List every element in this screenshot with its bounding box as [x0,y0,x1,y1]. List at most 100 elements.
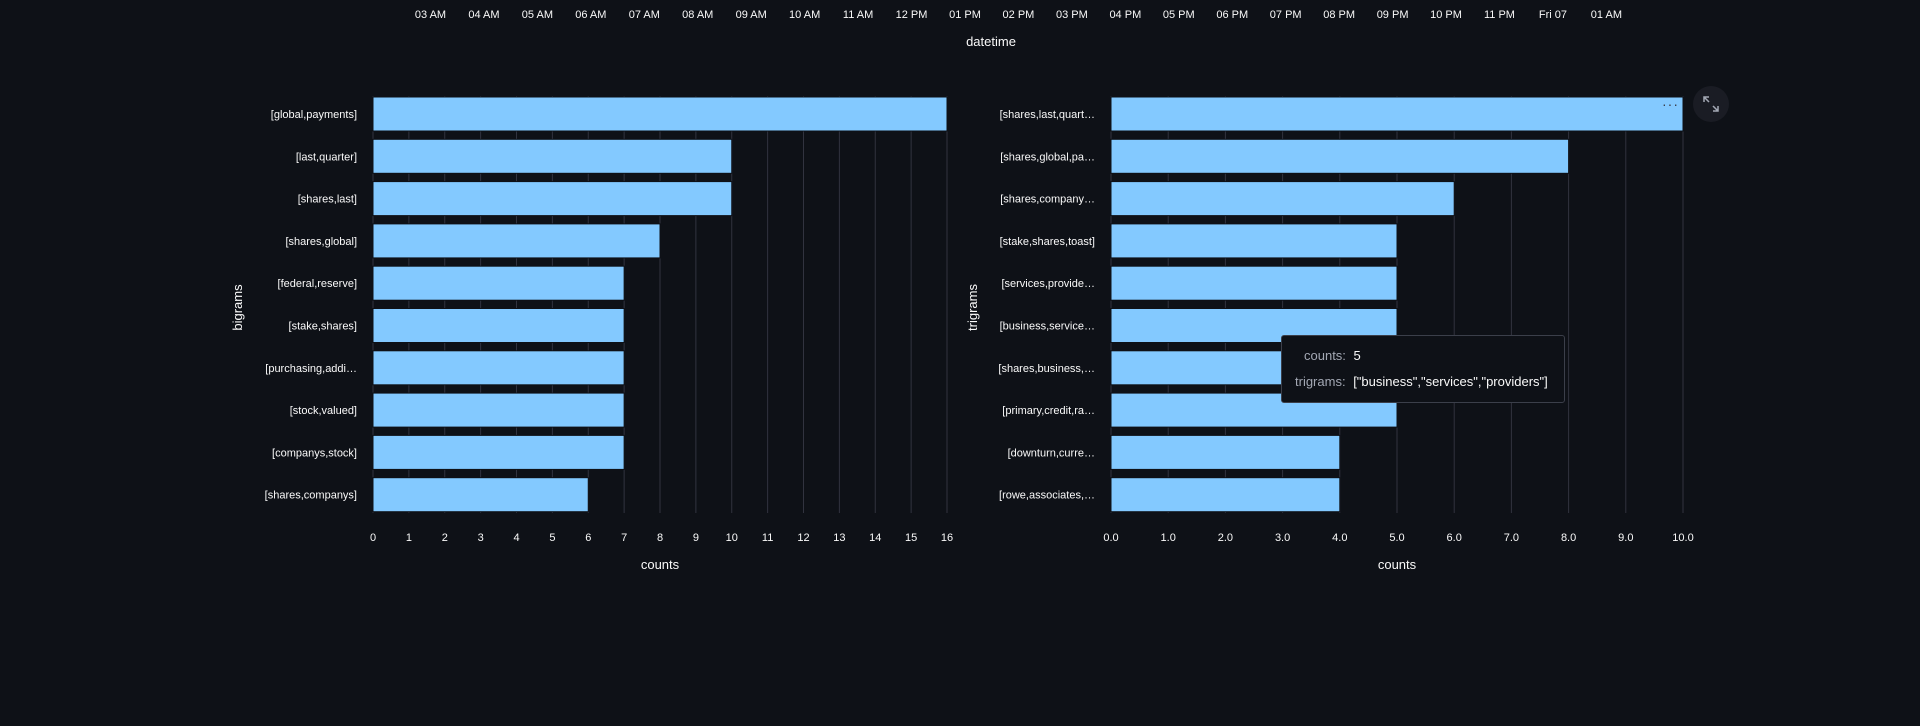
timeline-tick-label: 05 PM [1163,9,1195,21]
timeline-tick-label: 07 PM [1270,9,1302,21]
bar[interactable] [372,138,733,174]
timeline-tick-label: 09 AM [736,9,767,21]
category-label: [shares,last] [298,194,357,206]
trigrams-chart: [shares,last,quart… [shares,global,pa… [sh… [965,96,1694,572]
x-tick-label: 15 [905,532,917,544]
x-tick-label: 0.0 [1103,532,1118,544]
timeline-tick-label: 06 AM [575,9,606,21]
bar[interactable] [372,223,661,259]
x-tick-label: 4 [513,532,519,544]
x-tick-label: 3 [478,532,484,544]
bar[interactable] [372,434,625,470]
category-label: [primary,credit,ra… [1002,405,1095,417]
x-tick-label: 12 [797,532,809,544]
more-options-icon[interactable]: ··· [1662,96,1679,112]
bar[interactable] [372,477,589,513]
expand-icon [1703,96,1719,112]
x-tick-label: 0 [370,532,376,544]
timeline-tick-label: Fri 07 [1539,9,1567,21]
category-label: [shares,company… [1000,194,1095,206]
category-label: [global,payments] [271,109,357,121]
category-label: [purchasing,addi… [265,363,357,375]
bar[interactable] [372,181,733,217]
category-label: [shares,global,pa… [1000,151,1095,163]
bar[interactable] [1110,96,1684,132]
x-tick-label: 2.0 [1218,532,1233,544]
bar[interactable] [372,96,948,132]
timeline-tick-label: 04 AM [468,9,499,21]
timeline-axis: 03 AM 04 AM 05 AM 06 AM 07 AM 08 AM 09 AM 10 AM… [415,9,1622,49]
timeline-tick-label: 12 PM [896,9,928,21]
timeline-tick-label: 11 AM [843,9,873,21]
bar[interactable] [1110,477,1341,513]
x-tick-label: 1.0 [1161,532,1176,544]
timeline-axis-title: datetime [966,34,1016,49]
timeline-tick-label: 01 AM [1591,9,1622,21]
category-label: [federal,reserve] [278,278,357,290]
bar[interactable] [1110,265,1398,301]
tooltip-trigrams-key: trigrams: [1295,374,1346,389]
timeline-tick-label: 02 PM [1003,9,1035,21]
x-axis-title: counts [641,557,680,572]
bar[interactable] [372,308,625,343]
timeline-tick-label: 03 PM [1056,9,1088,21]
x-tick-label: 11 [762,532,773,544]
x-tick-label: 16 [941,532,953,544]
bar[interactable] [372,392,625,428]
category-label: [shares,global] [285,236,357,248]
x-tick-label: 4.0 [1332,532,1347,544]
x-tick-label: 10 [726,532,738,544]
timeline-tick-label: 11 PM [1484,9,1515,21]
bar[interactable] [372,350,625,386]
category-label: [last,quarter] [296,151,357,163]
timeline-tick-label: 09 PM [1377,9,1409,21]
tooltip-trigrams-value: ["business","services","providers"] [1353,374,1548,389]
x-tick-label: 9.0 [1618,532,1633,544]
y-axis-title: trigrams [965,284,980,331]
category-label: [stake,shares,toast] [1000,236,1095,248]
category-label: [shares,business,… [998,363,1095,375]
x-tick-label: 6.0 [1447,532,1462,544]
bar[interactable] [372,265,625,301]
bar[interactable] [1110,181,1455,217]
bar[interactable] [1110,138,1570,174]
bigrams-chart: [global,payments] [last,quarter] [shares,l… [230,96,953,572]
y-axis-title: bigrams [230,284,245,331]
category-label: [shares,companys] [265,490,357,502]
chart-tooltip: counts: 5 trigrams: ["business","service… [1281,335,1565,403]
category-label: [stake,shares] [289,321,357,333]
bar[interactable] [1110,223,1398,259]
x-tick-label: 1 [406,532,412,544]
timeline-tick-label: 08 PM [1323,9,1355,21]
fullscreen-button[interactable] [1693,86,1729,122]
x-tick-label: 7.0 [1504,532,1519,544]
timeline-tick-label: 03 AM [415,9,446,21]
category-label: [rowe,associates,… [999,490,1095,502]
category-label: [companys,stock] [272,447,357,459]
timeline-tick-label: 06 PM [1216,9,1248,21]
x-tick-label: 7 [621,532,627,544]
timeline-tick-label: 10 AM [789,9,820,21]
timeline-tick-label: 05 AM [522,9,553,21]
timeline-tick-label: 10 PM [1430,9,1462,21]
category-label: [business,service… [1000,321,1095,333]
tooltip-counts-value: 5 [1353,348,1361,363]
x-tick-label: 9 [693,532,699,544]
category-label: [stock,valued] [290,405,357,417]
timeline-tick-label: 04 PM [1109,9,1141,21]
x-tick-label: 3.0 [1275,532,1290,544]
x-tick-label: 8 [657,532,663,544]
category-label: [downturn,curre… [1008,447,1095,459]
timeline-tick-label: 01 PM [949,9,981,21]
x-tick-label: 2 [442,532,448,544]
category-label: [services,provide… [1001,278,1095,290]
x-tick-label: 5.0 [1389,532,1404,544]
bar[interactable] [1110,434,1341,470]
category-label: [shares,last,quart… [1000,109,1095,121]
x-tick-label: 10.0 [1672,532,1693,544]
x-tick-label: 8.0 [1561,532,1576,544]
timeline-tick-label: 08 AM [682,9,713,21]
tooltip-counts-key: counts: [1304,348,1346,363]
timeline-tick-label: 07 AM [629,9,660,21]
